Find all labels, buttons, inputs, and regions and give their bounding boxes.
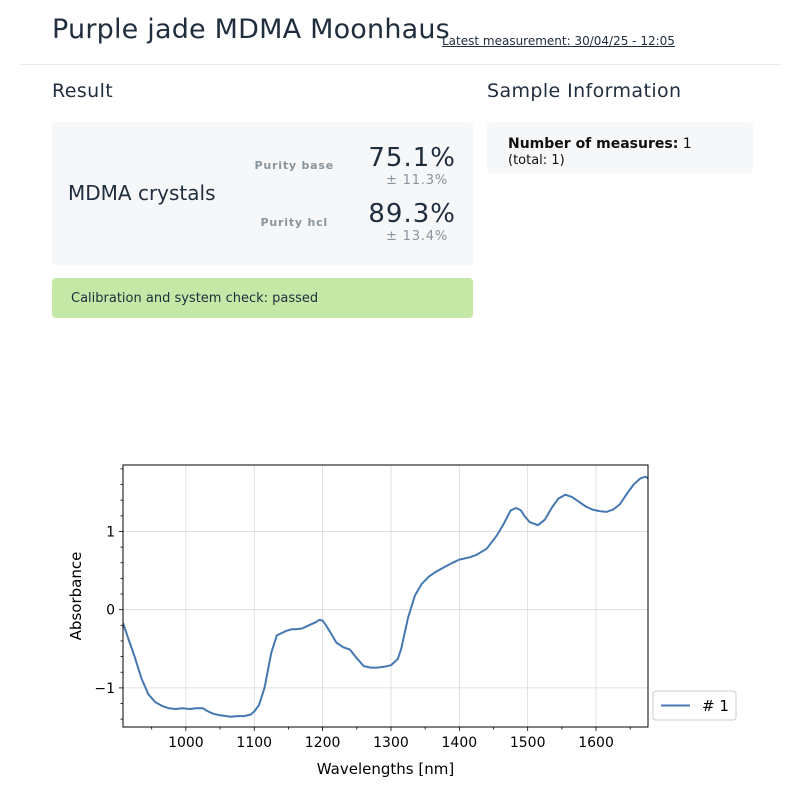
purity-base-label: Purity base <box>254 159 334 172</box>
number-of-measures-label: Number of measures: <box>508 136 679 152</box>
number-of-measures-value: 1 <box>682 136 692 152</box>
purity-base-value: 75.1% <box>368 143 456 173</box>
purity-hcl-deviation: ± 13.4% <box>386 229 448 244</box>
result-heading: Result <box>52 80 114 102</box>
series-line-1 <box>123 475 648 718</box>
page-title: Purple jade MDMA Moonhaus <box>52 14 450 45</box>
y-axis-label: Absorbance <box>67 552 85 641</box>
result-card: MDMA crystals Purity base 75.1% ± 11.3% … <box>52 122 473 265</box>
purity-base-deviation: ± 11.3% <box>386 173 448 188</box>
x-tick-label: 1200 <box>305 735 341 751</box>
total-measures: (total: 1) <box>508 153 565 168</box>
legend-box <box>652 690 737 721</box>
x-tick-label: 1500 <box>510 735 546 751</box>
page-header: Purple jade MDMA Moonhaus Latest measure… <box>52 14 781 54</box>
plot-frame <box>122 464 649 728</box>
x-tick-label: 1100 <box>236 735 272 751</box>
x-tick-label: 1300 <box>373 735 409 751</box>
purity-hcl-value: 89.3% <box>368 199 456 229</box>
y-tick-label: 1 <box>106 524 115 540</box>
number-of-measures: Number of measures: 1 <box>508 136 692 152</box>
purity-hcl-label: Purity hcl <box>260 216 328 229</box>
calibration-status-bar: Calibration and system check: passed <box>52 278 473 318</box>
x-tick-label: 1000 <box>168 735 204 751</box>
y-tick-label: 0 <box>106 603 115 619</box>
x-tick-label: 1400 <box>442 735 478 751</box>
sample-information-heading: Sample Information <box>487 80 682 102</box>
x-axis-label: Wavelengths [nm] <box>317 760 454 778</box>
calibration-status-text: Calibration and system check: passed <box>71 291 319 306</box>
header-divider <box>20 64 781 65</box>
x-tick-label: 1600 <box>578 735 614 751</box>
y-tick-label: −1 <box>94 681 115 697</box>
legend-label: # 1 <box>702 697 729 715</box>
product-name: MDMA crystals <box>68 181 216 205</box>
sample-information-card: Number of measures: 1 (total: 1) <box>487 122 753 173</box>
latest-measurement-link[interactable]: Latest measurement: 30/04/25 - 12:05 <box>442 34 675 48</box>
